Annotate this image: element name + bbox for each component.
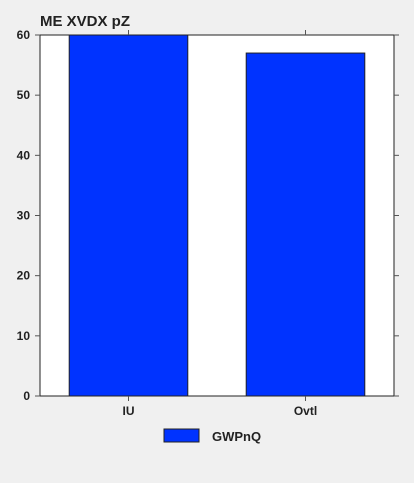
x-tick-label: Ovtl xyxy=(294,404,317,418)
legend-label: GWPnQ xyxy=(212,429,261,444)
y-tick-label: 0 xyxy=(23,389,30,403)
y-tick-label: 10 xyxy=(17,329,31,343)
legend: GWPnQ xyxy=(163,428,261,444)
bar-iu xyxy=(68,34,189,397)
y-tick-label: 40 xyxy=(17,148,31,162)
chart-title: ME XVDX pZ xyxy=(40,13,130,30)
y-axis: 0 10 20 30 40 50 60 xyxy=(17,28,399,403)
x-tick-label: IU xyxy=(123,404,135,418)
bars-layer xyxy=(68,34,366,397)
y-tick-label: 50 xyxy=(17,88,31,102)
legend-swatch xyxy=(163,428,200,443)
y-tick-label: 60 xyxy=(17,28,31,42)
y-tick-label: 30 xyxy=(17,209,31,223)
bar-ovtl xyxy=(245,52,366,397)
y-tick-label: 20 xyxy=(17,269,31,283)
x-axis: IU Ovtl xyxy=(123,30,317,418)
